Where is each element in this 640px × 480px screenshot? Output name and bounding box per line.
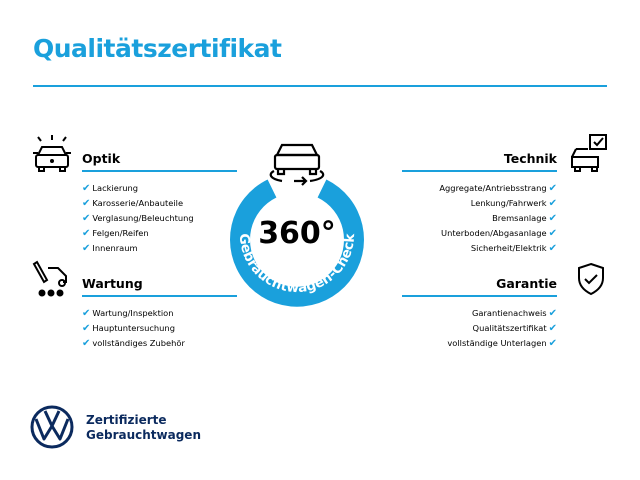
list-item: ✔ vollständiges Zubehör (82, 338, 185, 349)
check-icon: ✔ (82, 308, 91, 319)
list-item: ✔ Innenraum (82, 243, 138, 254)
check-icon: ✔ (548, 198, 557, 209)
check-icon: ✔ (82, 228, 91, 239)
car-lights-icon (33, 135, 71, 172)
check-icon: ✔ (82, 243, 91, 254)
check-icon: ✔ (82, 213, 91, 224)
center-value: 360° (258, 216, 336, 251)
section-title: Wartung (82, 276, 237, 297)
footer-brand: Zertifizierte Gebrauchtwagen (86, 413, 201, 442)
list-item: Aggregate/Antriebsstrang ✔ (439, 183, 557, 194)
section-technik: Technik Aggregate/Antriebsstrang ✔ Lenkun… (402, 151, 557, 256)
ring (230, 179, 364, 307)
section-garantie: Garantie Garantienachweis ✔ Qualitätszert… (402, 276, 557, 351)
list-item: ✔ Lackierung (82, 183, 139, 194)
list-item: vollständige Unterlagen ✔ (447, 338, 557, 349)
list-item: Unterboden/Abgasanlage ✔ (441, 228, 557, 239)
car-check-icon (571, 134, 607, 172)
check-icon: ✔ (548, 243, 557, 254)
car-rotate-icon (269, 143, 325, 186)
section-title: Technik (402, 151, 557, 172)
check-icon: ✔ (548, 213, 557, 224)
check-icon: ✔ (548, 323, 557, 334)
section-optik: Optik ✔ Lackierung ✔ Karosserie/Anbauteile… (82, 151, 237, 256)
list-item: Lenkung/Fahrwerk ✔ (470, 198, 557, 209)
maintenance-icon (32, 260, 67, 297)
check-icon: ✔ (548, 183, 557, 194)
list-item: ✔ Karosserie/Anbauteile (82, 198, 184, 209)
list-item: ✔ Hauptuntersuchung (82, 323, 175, 334)
vw-logo (30, 405, 74, 449)
shield-check-icon (578, 262, 604, 296)
check-icon: ✔ (82, 198, 91, 209)
check-icon: ✔ (82, 183, 91, 194)
list-item: ✔ Wartung/Inspektion (82, 308, 174, 319)
check-360-badge: Gebrauchtwagen-Check 360° (230, 143, 364, 307)
check-icon: ✔ (548, 338, 557, 349)
list-item: Sicherheit/Elektrik ✔ (470, 243, 557, 254)
section-title: Garantie (402, 276, 557, 297)
check-icon: ✔ (548, 228, 557, 239)
check-icon: ✔ (548, 308, 557, 319)
check-icon: ✔ (82, 338, 91, 349)
check-icon: ✔ (82, 323, 91, 334)
list-item: ✔ Verglasung/Beleuchtung (82, 213, 194, 224)
title-divider (33, 85, 607, 87)
section-wartung: Wartung ✔ Wartung/Inspektion ✔ Hauptunters… (82, 276, 237, 351)
list-item: Qualitätszertifikat ✔ (472, 323, 557, 334)
section-title: Optik (82, 151, 237, 172)
list-item: Bremsanlage ✔ (492, 213, 557, 224)
page-title: Qualitätszertifikat (33, 34, 282, 63)
list-item: Garantienachweis ✔ (471, 308, 557, 319)
list-item: ✔ Felgen/Reifen (82, 228, 149, 239)
